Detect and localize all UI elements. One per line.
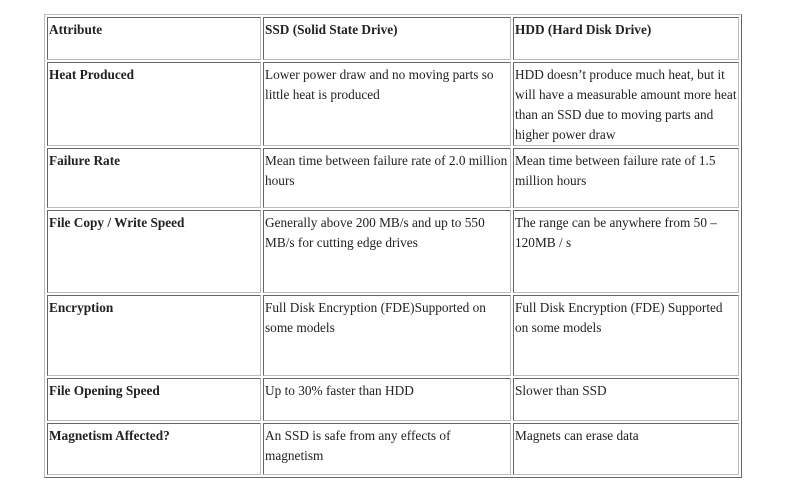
attribute-cell: File Copy / Write Speed — [47, 210, 261, 293]
ssd-cell: Generally above 200 MB/s and up to 550 M… — [263, 210, 511, 293]
table-row: Magnetism Affected? An SSD is safe from … — [47, 423, 739, 475]
hdd-cell: HDD doesn’t produce much heat, but it wi… — [513, 62, 739, 146]
header-attribute: Attribute — [49, 22, 103, 37]
table-row: File Copy / Write Speed Generally above … — [47, 210, 739, 293]
attribute-cell: Encryption — [47, 295, 261, 376]
cell-text: Magnets can erase data — [515, 428, 639, 443]
header-hdd: HDD (Hard Disk Drive) — [515, 22, 652, 37]
hdd-cell: The range can be anywhere from 50 – 120M… — [513, 210, 739, 293]
table-row: File Opening Speed Up to 30% faster than… — [47, 378, 739, 421]
header-cell: SSD (Solid State Drive) — [263, 17, 511, 60]
header-ssd: SSD (Solid State Drive) — [265, 22, 398, 37]
cell-text: Full Disk Encryption (FDE) Supported on … — [515, 300, 723, 335]
cell-text: File Copy / Write Speed — [49, 215, 185, 230]
cell-text: HDD doesn’t produce much heat, but it wi… — [515, 67, 737, 142]
cell-text: Mean time between failure rate of 1.5 mi… — [515, 153, 716, 188]
cell-text: Heat Produced — [49, 67, 135, 82]
cell-text: Encryption — [49, 300, 114, 315]
cell-text: File Opening Speed — [49, 383, 160, 398]
cell-text: An SSD is safe from any effects of magne… — [265, 428, 451, 463]
cell-text: Mean time between failure rate of 2.0 mi… — [265, 153, 508, 188]
table-row: Heat Produced Lower power draw and no mo… — [47, 62, 739, 146]
cell-text: Lower power draw and no moving parts so … — [265, 67, 494, 102]
cell-text: Generally above 200 MB/s and up to 550 M… — [265, 215, 485, 250]
hdd-cell: Full Disk Encryption (FDE) Supported on … — [513, 295, 739, 376]
ssd-cell: Mean time between failure rate of 2.0 mi… — [263, 148, 511, 208]
comparison-table: Attribute SSD (Solid State Drive) HDD (H… — [44, 14, 742, 478]
cell-text: Failure Rate — [49, 153, 121, 168]
attribute-cell: Magnetism Affected? — [47, 423, 261, 475]
attribute-cell: Failure Rate — [47, 148, 261, 208]
header-row: Attribute SSD (Solid State Drive) HDD (H… — [47, 17, 739, 60]
ssd-cell: Lower power draw and no moving parts so … — [263, 62, 511, 146]
table-row: Encryption Full Disk Encryption (FDE)Sup… — [47, 295, 739, 376]
ssd-cell: Full Disk Encryption (FDE)Supported on s… — [263, 295, 511, 376]
hdd-cell: Magnets can erase data — [513, 423, 739, 475]
hdd-cell: Mean time between failure rate of 1.5 mi… — [513, 148, 739, 208]
attribute-cell: Heat Produced — [47, 62, 261, 146]
ssd-cell: An SSD is safe from any effects of magne… — [263, 423, 511, 475]
cell-text: Slower than SSD — [515, 383, 607, 398]
cell-text: Full Disk Encryption (FDE)Supported on s… — [265, 300, 486, 335]
table-row: Failure Rate Mean time between failure r… — [47, 148, 739, 208]
attribute-cell: File Opening Speed — [47, 378, 261, 421]
cell-text: Magnetism Affected? — [49, 428, 170, 443]
cell-text: The range can be anywhere from 50 – 120M… — [515, 215, 717, 250]
ssd-cell: Up to 30% faster than HDD — [263, 378, 511, 421]
cell-text: Up to 30% faster than HDD — [265, 383, 414, 398]
header-cell: Attribute — [47, 17, 261, 60]
header-cell: HDD (Hard Disk Drive) — [513, 17, 739, 60]
hdd-cell: Slower than SSD — [513, 378, 739, 421]
